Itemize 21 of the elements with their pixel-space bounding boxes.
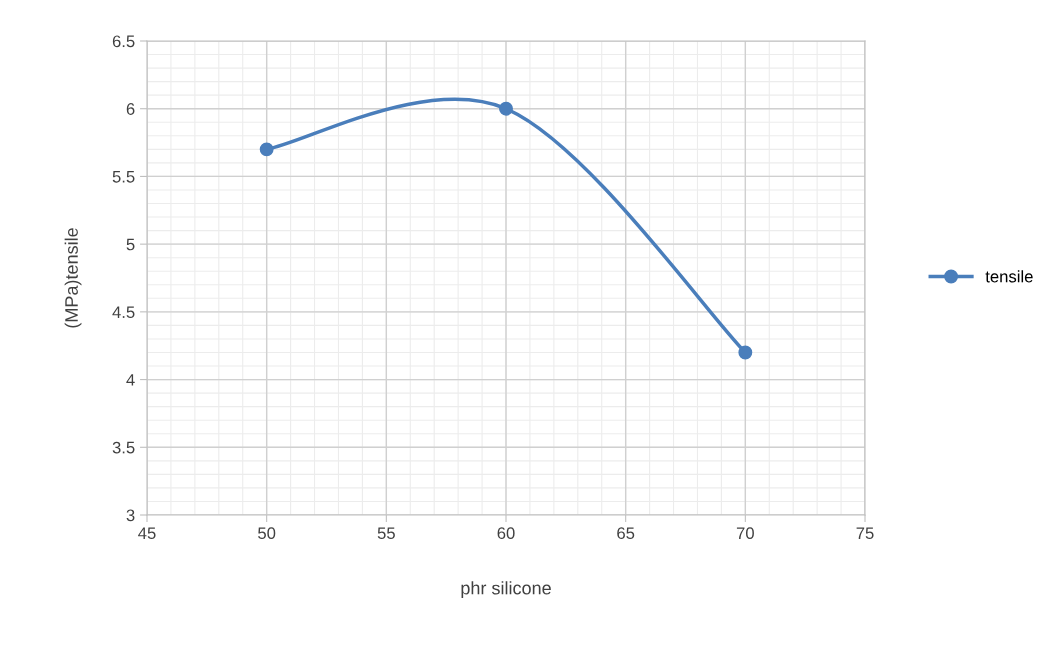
x-tick-label: 60 bbox=[497, 527, 515, 540]
y-tick-label: 3.5 bbox=[112, 441, 135, 454]
y-tick-label: 4 bbox=[126, 374, 135, 386]
x-tick-label: 65 bbox=[617, 527, 635, 540]
x-axis-title: phr silicone bbox=[461, 581, 551, 599]
y-tick-label: 6.5 bbox=[112, 35, 135, 48]
y-tick-label: 4.5 bbox=[112, 306, 135, 319]
point bbox=[499, 101, 513, 116]
y-tick-label: 6 bbox=[126, 103, 135, 115]
legend-label: tensile bbox=[985, 270, 1033, 283]
point bbox=[738, 345, 753, 360]
x-tick-label: 75 bbox=[856, 527, 874, 540]
y-tick-label: 5.5 bbox=[112, 171, 135, 183]
y-tick-label: 5 bbox=[126, 238, 135, 251]
x-tick-label: 70 bbox=[736, 527, 754, 540]
x-tick-label: 50 bbox=[258, 527, 276, 540]
y-axis-title: (MPa)tensile bbox=[64, 228, 82, 328]
x-tick-label: 55 bbox=[377, 527, 395, 540]
x-tick-label: 45 bbox=[138, 527, 156, 540]
y-tick-label: 3 bbox=[126, 509, 135, 522]
point bbox=[259, 142, 274, 157]
